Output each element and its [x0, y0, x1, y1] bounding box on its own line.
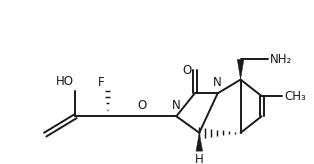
Polygon shape	[237, 59, 244, 80]
Polygon shape	[196, 133, 203, 151]
Text: CH₃: CH₃	[284, 90, 306, 103]
Text: O: O	[138, 99, 147, 112]
Text: N: N	[213, 76, 222, 89]
Text: H: H	[195, 153, 204, 164]
Text: N: N	[172, 99, 181, 112]
Text: HO: HO	[56, 75, 73, 88]
Text: F: F	[98, 76, 104, 89]
Text: O: O	[182, 64, 192, 77]
Text: NH₂: NH₂	[270, 53, 293, 66]
